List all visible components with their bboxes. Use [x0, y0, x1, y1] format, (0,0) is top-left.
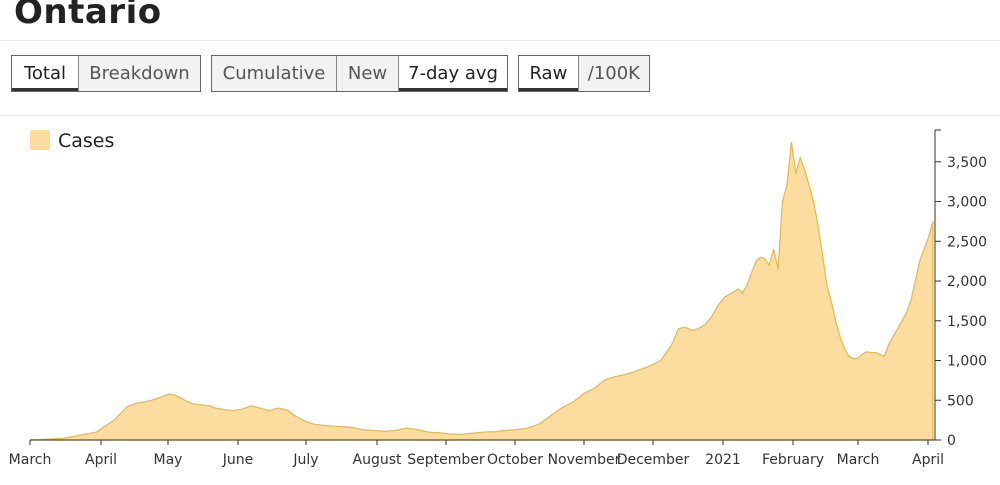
controls-divider — [0, 115, 1000, 116]
cases-area-chart: Cases March April May June July August Septemb… — [9, 129, 987, 468]
legend-swatch-cases — [30, 130, 50, 150]
page-title: Ontario — [14, 0, 162, 32]
y-tick-label: 2,000 — [947, 274, 987, 290]
chart-legend: Cases — [30, 130, 114, 152]
new-button[interactable]: New — [336, 56, 398, 91]
x-tick-label: September — [407, 452, 485, 468]
y-tick-label: 2,500 — [947, 234, 987, 250]
total-button[interactable]: Total — [12, 56, 78, 91]
x-axis: March April May June July August September Octo… — [9, 439, 944, 468]
legend-label-cases: Cases — [58, 130, 114, 152]
x-tick-label: April — [85, 452, 117, 468]
y-axis: 0 500 1,000 1,500 2,000 2,500 3,000 3,500 — [934, 129, 987, 449]
x-tick-label: April — [912, 452, 944, 468]
y-tick-label: 500 — [947, 393, 974, 409]
cumulative-button[interactable]: Cumulative — [212, 56, 336, 91]
per-100k-button[interactable]: /100K — [577, 56, 649, 91]
x-tick-label: 2021 — [705, 452, 741, 468]
x-tick-label: June — [222, 452, 254, 468]
x-tick-label: July — [292, 452, 318, 468]
title-divider — [0, 40, 1000, 41]
x-tick-label: May — [154, 452, 183, 468]
y-tick-label: 1,000 — [947, 354, 987, 370]
view-mode-toggle: Total Breakdown — [11, 55, 201, 92]
x-tick-label: November — [548, 452, 621, 468]
x-tick-label: March — [9, 452, 52, 468]
x-tick-label: October — [487, 452, 543, 468]
scale-toggle: Raw /100K — [518, 55, 650, 92]
y-tick-label: 3,500 — [947, 155, 987, 171]
x-tick-label: March — [837, 452, 880, 468]
breakdown-button[interactable]: Breakdown — [78, 56, 200, 91]
seven-day-avg-button[interactable]: 7-day avg — [398, 56, 507, 91]
x-tick-label: February — [762, 452, 824, 468]
x-tick-label: December — [617, 452, 690, 468]
aggregation-toggle: Cumulative New 7-day avg — [211, 55, 508, 92]
y-tick-label: 0 — [947, 433, 956, 449]
raw-button[interactable]: Raw — [519, 56, 578, 91]
x-tick-label: August — [353, 452, 403, 468]
y-tick-label: 3,000 — [947, 195, 987, 211]
cases-area-series — [29, 141, 934, 441]
y-tick-label: 1,500 — [947, 314, 987, 330]
